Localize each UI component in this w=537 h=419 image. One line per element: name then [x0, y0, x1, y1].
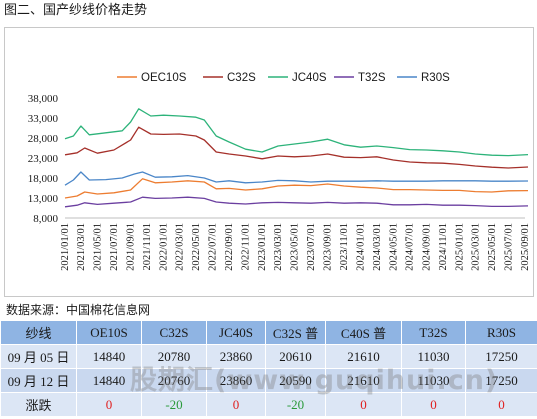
header-cell: 纱线 — [0, 320, 77, 345]
legend-label: OEC10S — [141, 72, 187, 84]
y-tick-label: 28,000 — [28, 133, 59, 145]
legend-label: C32S — [227, 72, 256, 84]
x-tick-label: 2025/03/01 — [470, 223, 481, 271]
y-tick-label: 18,000 — [28, 173, 59, 185]
table-cell: 17250 — [465, 344, 537, 369]
series-line-oec10s — [64, 178, 529, 199]
x-tick-label: 2025/07/01 — [503, 223, 514, 271]
y-tick-label: 23,000 — [28, 153, 59, 165]
table-cell: 21610 — [325, 368, 402, 393]
x-tick-label: 2021/11/01 — [142, 223, 153, 270]
legend-label: R30S — [421, 72, 450, 84]
table-cell: 17250 — [465, 368, 537, 393]
table-cell: 21610 — [325, 344, 402, 369]
x-tick-label: 2022/11/01 — [241, 223, 252, 270]
change-cell: -20 — [265, 392, 326, 417]
legend-label: JC40S — [292, 72, 327, 84]
header-cell: T32S — [401, 320, 466, 345]
x-tick-label: 2021/03/01 — [76, 223, 87, 271]
x-tick-label: 2023/05/01 — [289, 223, 300, 271]
table-cell: 23860 — [206, 344, 266, 369]
x-tick-label: 2024/11/01 — [438, 223, 449, 270]
header-cell: C40S 普 — [325, 320, 402, 345]
figure-title: 图二、国产纱线价格走势 — [4, 3, 148, 18]
change-cell: 0 — [206, 392, 266, 417]
x-tick-label: 2023/01/01 — [257, 223, 268, 271]
x-tick-label: 2024/07/01 — [405, 223, 416, 271]
y-tick-label: 33,000 — [28, 113, 59, 125]
table-cell: 11030 — [401, 368, 466, 393]
x-tick-label: 2023/11/01 — [339, 223, 350, 270]
x-tick-label: 2021/01/01 — [60, 223, 71, 271]
line-chart: 38,000 33,000 28,000 23,000 18,000 13,000 8,00… — [28, 72, 531, 271]
row-label: 涨跌 — [0, 392, 77, 417]
row-label: 09 月 05 日 — [0, 344, 77, 369]
header-cell: JC40S — [206, 320, 266, 345]
series-line-jc40s — [64, 108, 529, 157]
change-row: 涨跌 0 -20 0 -20 0 0 0 — [0, 392, 537, 417]
x-tick-label: 2022/05/01 — [191, 223, 202, 271]
table-cell: 20760 — [141, 368, 207, 393]
x-tick-label: 2024/03/01 — [372, 223, 383, 271]
table-header-row: 纱线 OE10S C32S JC40S C32S 普 C40S 普 T32S R… — [0, 320, 537, 345]
x-tick-label: 2023/03/01 — [273, 223, 284, 271]
legend-label: T32S — [358, 72, 386, 84]
series-line-r30s — [64, 171, 529, 186]
x-tick-label: 2024/09/01 — [421, 223, 432, 271]
x-tick-label: 2022/03/01 — [174, 223, 185, 271]
header-cell: C32S — [141, 320, 207, 345]
x-tick-label: 2024/01/01 — [356, 223, 367, 271]
y-tick-label: 13,000 — [28, 193, 59, 205]
y-tick-label: 38,000 — [28, 93, 59, 105]
x-tick-label: 2021/07/01 — [109, 223, 120, 271]
y-tick-label: 8,000 — [33, 213, 58, 225]
x-tick-label: 2021/05/01 — [92, 223, 103, 271]
table-cell: 11030 — [401, 344, 466, 369]
change-cell: 0 — [325, 392, 402, 417]
table-row: 09 月 05 日 14840 20780 23860 20610 21610 … — [0, 344, 537, 369]
x-tick-label: 2023/09/01 — [323, 223, 334, 271]
table-cell: 20590 — [265, 368, 326, 393]
x-tick-label: 2021/09/01 — [126, 223, 137, 271]
price-table: 纱线 OE10S C32S JC40S C32S 普 C40S 普 T32S R… — [0, 320, 537, 417]
change-cell: 0 — [465, 392, 537, 417]
change-cell: 0 — [76, 392, 142, 417]
data-source: 数据来源：中国棉花信息网 — [6, 303, 151, 317]
change-cell: 0 — [401, 392, 466, 417]
chart-frame: 38,000 33,000 28,000 23,000 18,000 13,000 8,00… — [4, 27, 534, 297]
x-tick-label: 2025/05/01 — [487, 223, 498, 271]
x-tick-label: 2022/09/01 — [224, 223, 235, 271]
series-line-c32s — [64, 126, 529, 169]
x-tick-label: 2025/01/01 — [454, 223, 465, 271]
x-tick-label: 2023/07/01 — [306, 223, 317, 271]
table-cell: 23860 — [206, 368, 266, 393]
table-cell: 14840 — [76, 344, 142, 369]
series-line-t32s — [64, 196, 529, 208]
row-label: 09 月 12 日 — [0, 368, 77, 393]
header-cell: C32S 普 — [265, 320, 326, 345]
table-row: 09 月 12 日 14840 20760 23860 20590 21610 … — [0, 368, 537, 393]
header-cell: R30S — [465, 320, 537, 345]
x-tick-label: 2024/05/01 — [388, 223, 399, 271]
table-cell: 14840 — [76, 368, 142, 393]
x-tick-label: 2022/01/01 — [159, 223, 170, 271]
x-tick-label: 2022/07/01 — [207, 223, 218, 271]
table-cell: 20610 — [265, 344, 326, 369]
x-tick-label: 2025/09/01 — [520, 223, 531, 271]
header-cell: OE10S — [76, 320, 142, 345]
table-cell: 20780 — [141, 344, 207, 369]
change-cell: -20 — [141, 392, 207, 417]
